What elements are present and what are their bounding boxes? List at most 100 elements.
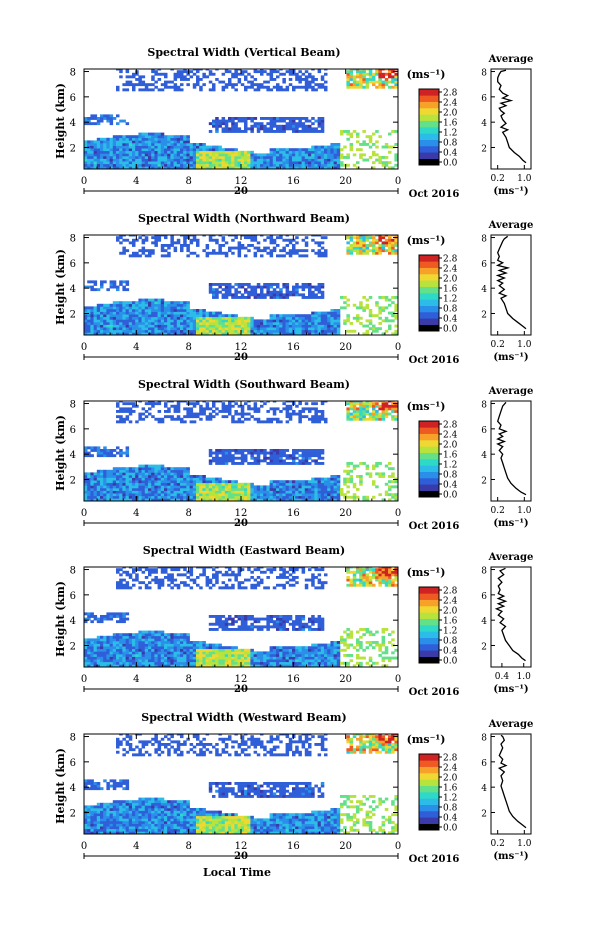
heatmap-cell <box>87 485 91 489</box>
heatmap-cell <box>285 332 290 335</box>
heatmap-cell <box>84 495 88 499</box>
heatmap-cell <box>154 143 158 146</box>
heatmap-cell <box>100 488 104 491</box>
heatmap-cell <box>288 327 293 331</box>
heatmap-cell <box>384 410 389 413</box>
heatmap-cell <box>100 156 104 159</box>
heatmap-cell <box>368 472 373 476</box>
heatmap-cell <box>272 249 277 253</box>
heatmap-cell <box>384 161 389 165</box>
average-y-tick-label: 4 <box>481 119 487 129</box>
heatmap-cell <box>164 72 168 76</box>
heatmap-cell <box>336 145 341 149</box>
heatmap-cell <box>372 238 376 242</box>
heatmap-cell <box>224 288 229 292</box>
heatmap-cell <box>301 314 306 318</box>
heatmap-cell <box>368 137 373 141</box>
heatmap-cell <box>138 401 142 403</box>
heatmap-cell <box>157 495 162 499</box>
colorbar-tick-label: 2.0 <box>443 275 458 285</box>
heatmap-cell <box>218 488 222 491</box>
heatmap-cell <box>135 238 139 242</box>
heatmap-cell <box>119 280 123 284</box>
heatmap-cell <box>279 293 283 297</box>
heatmap-cell <box>282 166 286 169</box>
heatmap-cell <box>228 130 232 133</box>
heatmap-cell <box>176 480 181 484</box>
heatmap-cell <box>87 664 91 667</box>
heatmap-cell <box>320 322 325 325</box>
heatmap-cell <box>346 153 350 157</box>
heatmap-cell <box>106 306 110 310</box>
heatmap-cell <box>103 495 107 499</box>
heatmap-cell <box>208 290 213 294</box>
heatmap-cell <box>314 316 318 320</box>
heatmap-cell <box>196 161 200 165</box>
heatmap-cell <box>308 316 312 320</box>
heatmap-cell <box>308 498 312 501</box>
x-tick-label: 20 <box>339 342 352 353</box>
heatmap-cell <box>234 246 238 250</box>
heatmap-cell <box>228 322 232 325</box>
heatmap-cell <box>157 322 162 325</box>
heatmap-cell <box>308 480 312 484</box>
heatmap-cell <box>189 322 194 325</box>
heatmap-cell <box>144 238 149 242</box>
heatmap-cell <box>173 246 178 250</box>
heatmap-cell <box>205 324 210 328</box>
heatmap-cell <box>292 156 296 159</box>
heatmap-cell <box>324 156 328 159</box>
heatmap-cell <box>250 85 254 89</box>
heatmap-cell <box>324 311 328 315</box>
heatmap-cell <box>164 145 168 149</box>
heatmap-cell <box>157 72 162 76</box>
heatmap-cell <box>269 490 274 494</box>
heatmap-cell <box>272 119 277 123</box>
heatmap-cell <box>218 148 222 152</box>
heatmap-cell <box>260 156 264 159</box>
heatmap-cell <box>186 402 190 406</box>
heatmap-cell <box>359 69 363 71</box>
heatmap-cell <box>381 80 386 84</box>
heatmap-cell <box>269 78 274 81</box>
heatmap-cell <box>224 498 229 501</box>
heatmap-cell <box>196 490 200 494</box>
heatmap-cell <box>301 293 306 297</box>
heatmap-cell <box>141 298 146 302</box>
heatmap-cell <box>208 288 213 292</box>
colorbar-tick-label: 0.8 <box>443 139 458 149</box>
heatmap-cell <box>173 88 178 92</box>
heatmap-cell <box>247 117 251 120</box>
heatmap-cell <box>144 306 149 310</box>
heatmap-cell <box>320 251 325 255</box>
heatmap-cell <box>317 145 322 149</box>
heatmap-cell <box>250 119 254 123</box>
heatmap-cell <box>112 280 117 284</box>
heatmap-cell <box>119 319 123 323</box>
heatmap-cell <box>317 456 322 460</box>
heatmap-cell <box>90 161 94 165</box>
heatmap-cell <box>269 293 274 297</box>
heatmap-cell <box>221 156 226 159</box>
heatmap-cell <box>320 283 325 286</box>
heatmap-cell <box>176 415 181 419</box>
heatmap-cell <box>320 158 325 162</box>
heatmap-cell <box>352 464 357 468</box>
heatmap-cell <box>154 469 158 473</box>
heatmap-cell <box>314 420 318 424</box>
heatmap-cell <box>269 158 274 162</box>
heatmap-cell <box>151 298 155 302</box>
heatmap-cell <box>87 648 91 652</box>
heatmap-cell <box>301 415 306 419</box>
heatmap-cell <box>394 244 398 247</box>
heatmap-cell <box>100 480 104 484</box>
heatmap-cell <box>106 472 110 476</box>
heatmap-cell <box>260 290 264 294</box>
heatmap-cell <box>132 88 136 92</box>
heatmap-cell <box>256 456 261 460</box>
heatmap-cell <box>276 485 280 489</box>
heatmap-cell <box>208 324 213 328</box>
heatmap-cell <box>106 119 110 123</box>
heatmap-cell <box>128 324 133 328</box>
heatmap-cell <box>285 244 290 247</box>
